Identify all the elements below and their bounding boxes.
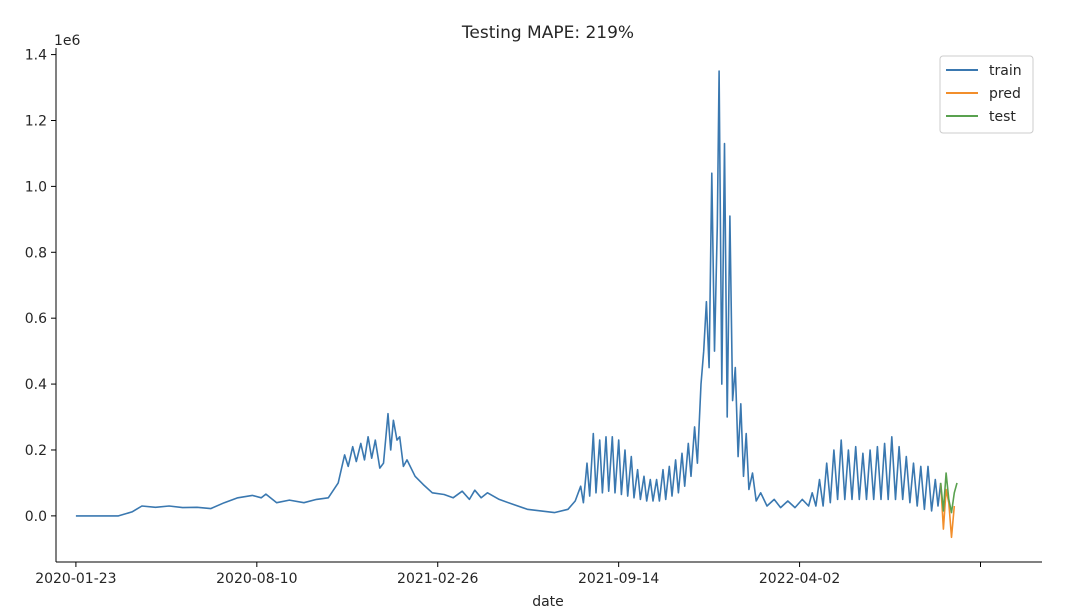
y-tick-label: 1.2	[25, 113, 47, 129]
y-tick-label: 1.4	[25, 48, 47, 64]
y-tick-label: 0.4	[25, 377, 47, 393]
y-tick-label: 0.6	[25, 311, 47, 327]
y-tick-label: 0.8	[25, 245, 47, 261]
chart-title: Testing MAPE: 219%	[461, 23, 634, 43]
y-tick-label: 0.2	[25, 443, 47, 459]
series-layer	[75, 70, 958, 539]
y-tick-label: 1.0	[25, 179, 47, 195]
x-tick-label: 2021-09-14	[578, 571, 659, 587]
series-train-line	[75, 70, 942, 517]
legend-box	[939, 55, 1034, 134]
x-ticks: 2020-01-23 2020-08-10 2021-02-26 2021-09-14…	[35, 562, 981, 587]
x-axis-label: date	[532, 594, 564, 610]
x-tick-label: 2021-02-26	[397, 571, 478, 587]
series-test-line	[939, 472, 958, 514]
legend-label-train: train	[989, 63, 1022, 79]
legend-label-pred: pred	[989, 86, 1021, 102]
y-offset-label: 1e6	[54, 33, 81, 49]
x-tick-label: 2022-04-02	[759, 571, 840, 587]
legend: train pred test	[939, 55, 1034, 134]
x-tick-label: 2020-01-23	[35, 571, 116, 587]
legend-label-test: test	[989, 109, 1016, 125]
y-ticks: 0.0 0.2 0.4 0.6 0.8 1.0 1.2 1.4	[25, 48, 56, 525]
series-pred-line	[939, 482, 956, 539]
x-tick-label: 2020-08-10	[216, 571, 297, 587]
y-tick-label: 0.0	[25, 509, 47, 525]
